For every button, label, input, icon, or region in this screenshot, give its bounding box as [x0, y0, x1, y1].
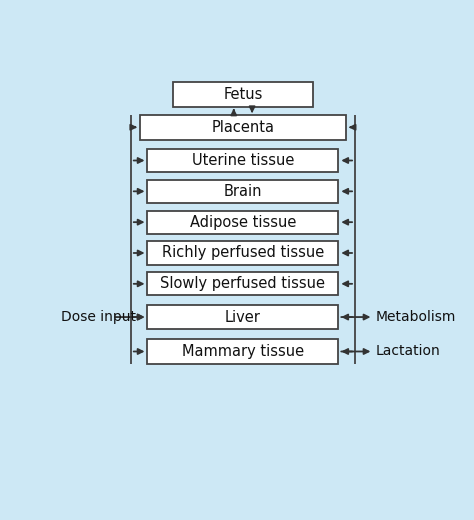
Bar	[147, 149, 338, 172]
Text: Lactation: Lactation	[376, 344, 441, 358]
Text: Metabolism: Metabolism	[376, 310, 456, 324]
Text: Placenta: Placenta	[211, 120, 274, 135]
Bar	[147, 241, 338, 265]
Bar	[147, 339, 338, 364]
Text: Adipose tissue: Adipose tissue	[190, 215, 296, 230]
Text: Mammary tissue: Mammary tissue	[182, 344, 304, 359]
Bar	[147, 305, 338, 330]
Text: Richly perfused tissue: Richly perfused tissue	[162, 245, 324, 261]
Text: Dose input: Dose input	[61, 310, 136, 324]
Bar	[173, 82, 313, 107]
Bar	[140, 115, 346, 140]
Bar	[147, 180, 338, 203]
Text: Fetus: Fetus	[223, 87, 263, 102]
Bar	[147, 272, 338, 295]
Bar	[147, 211, 338, 234]
Text: Slowly perfused tissue: Slowly perfused tissue	[160, 276, 326, 291]
Text: Uterine tissue: Uterine tissue	[192, 153, 294, 168]
Text: Liver: Liver	[225, 309, 261, 324]
Text: Brain: Brain	[224, 184, 262, 199]
